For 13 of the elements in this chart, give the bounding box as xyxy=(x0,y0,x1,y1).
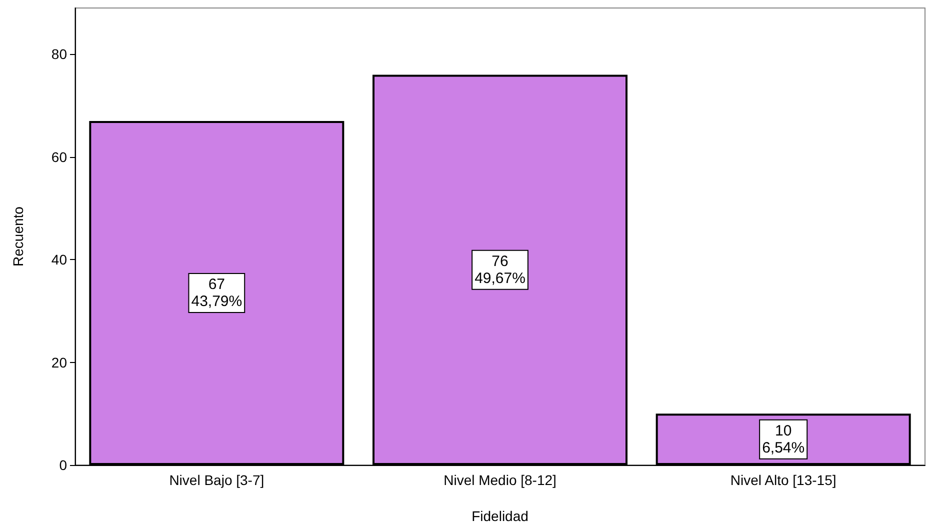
x-tick-label: Nivel Medio [8-12] xyxy=(444,472,556,488)
x-axis-title: Fidelidad xyxy=(472,508,528,524)
y-tick-label: 40 xyxy=(51,252,68,268)
data-label: 67 43,79% xyxy=(191,276,242,310)
data-label: 10 6,54% xyxy=(762,422,805,456)
y-tick-label: 60 xyxy=(51,148,68,165)
x-tick-label: Nivel Bajo [3-7] xyxy=(169,472,264,488)
y-tick-label: 0 xyxy=(59,457,68,473)
y-tick-label: 80 xyxy=(51,46,68,62)
y-tick-label: 20 xyxy=(51,354,68,370)
x-tick-label: Nivel Alto [13-15] xyxy=(730,472,836,488)
data-label: 76 49,67% xyxy=(474,252,526,287)
y-axis-title: Recuento xyxy=(10,206,26,266)
